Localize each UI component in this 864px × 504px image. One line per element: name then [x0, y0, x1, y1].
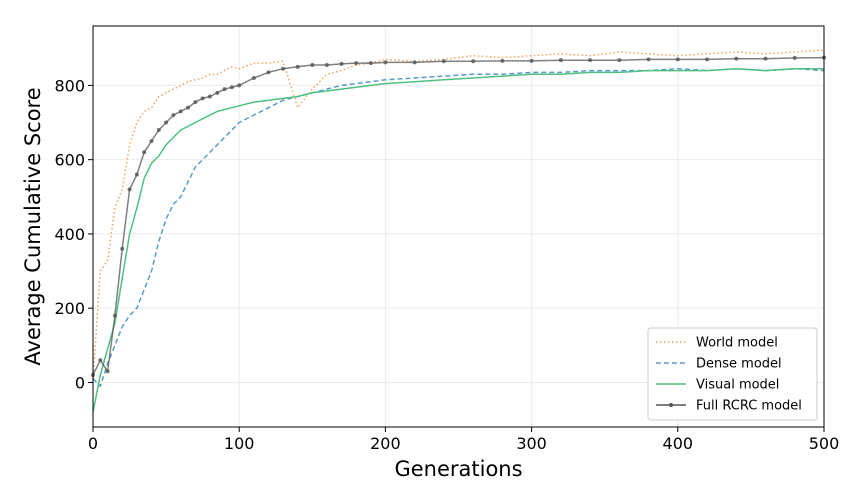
data-point — [383, 60, 388, 65]
data-point — [295, 64, 300, 69]
legend-marker — [669, 403, 673, 407]
series-line-full-rcrc-model — [92, 56, 825, 376]
y-tick-label: 400 — [54, 225, 85, 244]
legend: World model Dense model Visual model Full R… — [647, 327, 818, 421]
x-tick-label: 300 — [516, 434, 547, 453]
data-point — [207, 94, 212, 99]
data-point — [156, 127, 161, 132]
legend-label-visual-model: Visual model — [696, 378, 779, 393]
legend-label-world-model: World model — [696, 336, 778, 351]
plot-frame — [92, 25, 825, 428]
x-tick-label: 200 — [370, 434, 401, 453]
data-point — [215, 90, 220, 95]
data-point — [675, 57, 680, 62]
data-point — [281, 66, 286, 71]
data-point — [471, 59, 476, 64]
y-tick-label: 200 — [54, 299, 85, 318]
legend-box — [647, 327, 818, 421]
data-point — [324, 62, 329, 67]
data-point — [310, 62, 315, 67]
data-point — [127, 187, 132, 192]
data-point — [120, 246, 125, 251]
data-point — [734, 56, 739, 61]
data-point — [339, 61, 344, 66]
data-point — [142, 150, 147, 155]
data-point — [705, 57, 710, 62]
data-point — [112, 313, 117, 318]
y-tick-label: 0 — [75, 373, 85, 392]
data-point — [558, 58, 563, 63]
y-axis-label: Average Cumulative Score — [21, 87, 45, 365]
data-point — [368, 61, 373, 66]
data-point — [98, 358, 103, 363]
series-line-visual-model — [92, 67, 824, 413]
x-tick-label: 100 — [224, 434, 255, 453]
data-point — [200, 96, 205, 101]
data-point — [222, 87, 227, 92]
data-point — [529, 58, 534, 63]
legend-label-full-rcrc-model: Full RCRC model — [696, 399, 802, 414]
data-point — [412, 60, 417, 65]
x-tick-label: 0 — [88, 434, 98, 453]
data-point — [792, 55, 797, 60]
series-lines — [91, 49, 826, 413]
data-point — [588, 58, 593, 63]
data-point — [171, 113, 176, 118]
x-tick-label: 400 — [663, 434, 694, 453]
data-point — [500, 58, 505, 63]
data-point — [134, 172, 139, 177]
x-tick-label: 500 — [809, 434, 840, 453]
data-point — [266, 70, 271, 75]
data-point — [186, 105, 191, 110]
y-tick-label: 800 — [54, 76, 85, 95]
x-axis-label: Generations — [394, 457, 522, 481]
data-point — [617, 58, 622, 63]
data-point — [105, 369, 110, 374]
data-point — [237, 83, 242, 88]
data-point — [149, 139, 154, 144]
data-point — [251, 75, 256, 80]
y-tick-label: 600 — [54, 151, 85, 170]
data-point — [354, 61, 359, 66]
data-point — [193, 100, 198, 105]
data-point — [229, 85, 234, 90]
legend-label-dense-model: Dense model — [696, 357, 782, 372]
data-point — [178, 109, 183, 114]
data-point — [646, 57, 651, 62]
data-point — [441, 59, 446, 64]
axis-ticks: 0 100 200 300 400 500 0 200 400 600 800 — [54, 76, 839, 453]
series-line-dense-model — [92, 67, 825, 387]
data-point — [164, 120, 169, 125]
data-point — [763, 56, 768, 61]
